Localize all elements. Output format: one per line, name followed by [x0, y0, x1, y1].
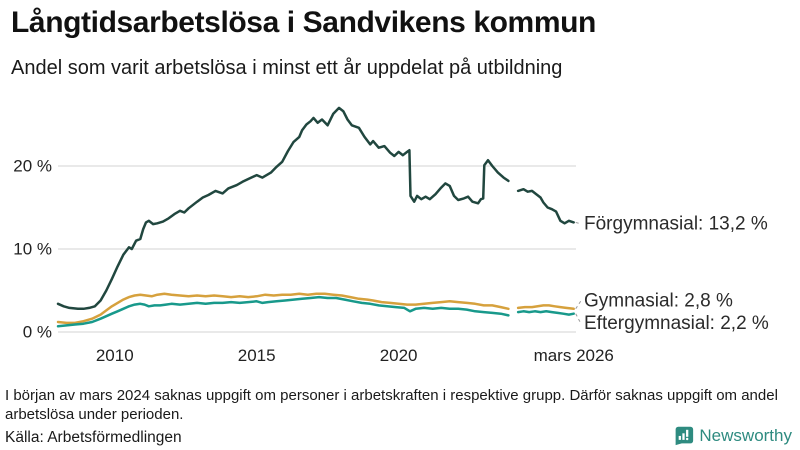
x-axis-tick: 2010	[96, 346, 134, 365]
label-connector	[575, 313, 582, 324]
series-end-label-förgymnasial: Förgymnasial: 13,2 %	[584, 213, 768, 234]
series-line-förgymnasial	[56, 106, 575, 311]
series-end-label-gymnasial: Gymnasial: 2,8 %	[584, 290, 733, 311]
line-chart: 0 % 10 % 20 % 2010 2015 2020 mars 2026 Förgymna…	[13, 106, 769, 365]
y-axis-tick: 20 %	[13, 157, 52, 176]
source-label: Källa: Arbetsförmedlingen	[5, 429, 182, 446]
newsworthy-logo[interactable]: Newsworthy	[673, 425, 792, 446]
series-line-gymnasial	[56, 292, 575, 325]
chart-subtitle: Andel som varit arbetslösa i minst ett å…	[11, 57, 563, 79]
chart-footnote: I början av mars 2024 saknas uppgift om …	[5, 387, 778, 424]
x-axis-tick: mars 2026	[534, 346, 614, 365]
newsworthy-wordmark: Newsworthy	[699, 425, 792, 445]
series-end-label-eftergymnasial: Eftergymnasial: 2,2 %	[584, 313, 769, 334]
y-axis-tick: 10 %	[13, 240, 52, 259]
series-line-eftergymnasial	[56, 295, 575, 328]
x-axis-tick: 2015	[238, 346, 276, 365]
y-axis-tick: 0 %	[23, 323, 52, 342]
newsworthy-icon	[676, 426, 694, 446]
x-axis-tick: 2020	[380, 346, 418, 365]
page-title: Långtidsarbetslösa i Sandvikens kommun	[11, 6, 596, 39]
label-connector	[575, 221, 582, 225]
label-connector	[575, 300, 582, 310]
